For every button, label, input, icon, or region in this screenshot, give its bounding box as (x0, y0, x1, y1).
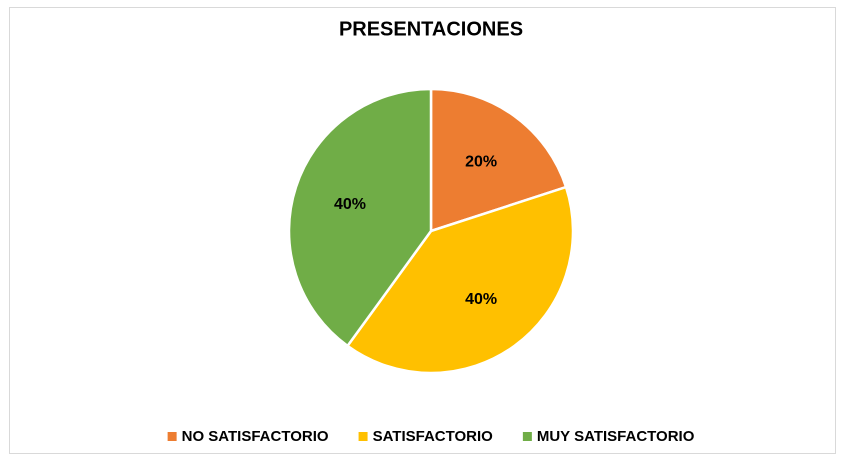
pie-slice (287, 87, 433, 348)
pie-slice (429, 87, 568, 233)
legend-label: NO SATISFACTORIO (182, 428, 329, 445)
pie-slice (345, 185, 575, 375)
data-label: 20% (465, 153, 497, 170)
chart-title: PRESENTACIONES (339, 18, 523, 40)
legend-swatch (522, 432, 532, 441)
legend-label: SATISFACTORIO (373, 428, 494, 445)
data-label: 40% (465, 291, 497, 308)
legend-swatch (358, 432, 368, 441)
data-label: 40% (334, 196, 366, 213)
legend-swatch (167, 432, 177, 441)
legend-label: MUY SATISFACTORIO (537, 428, 695, 445)
